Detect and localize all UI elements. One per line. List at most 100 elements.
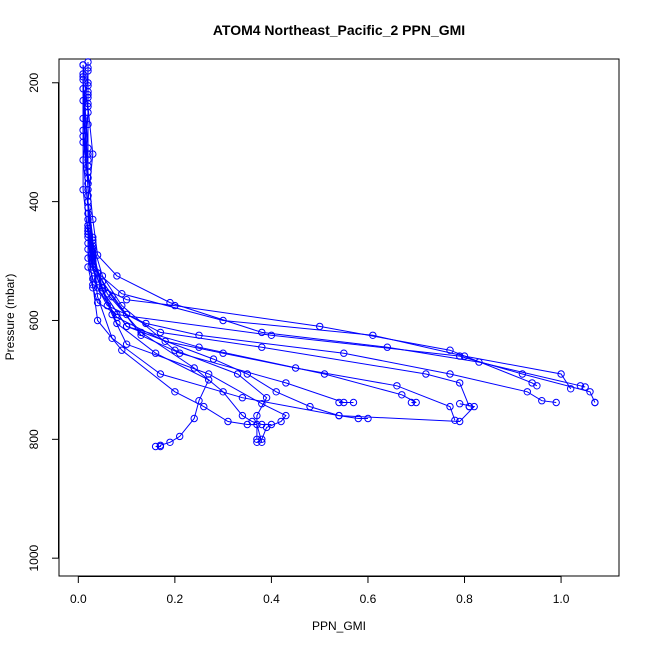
data-point <box>349 398 358 407</box>
chart-title: ATOM4 Northeast_Pacific_2 PPN_GMI <box>213 22 465 38</box>
data-point <box>277 417 285 426</box>
data-point <box>122 296 131 304</box>
profile-series <box>84 58 599 407</box>
data-point <box>282 411 290 420</box>
data-point <box>320 370 329 378</box>
data-point <box>456 417 464 426</box>
data-point <box>523 388 531 396</box>
data-point <box>470 402 478 411</box>
profile-series <box>79 61 575 393</box>
data-point <box>262 394 271 402</box>
series-line <box>82 73 470 407</box>
x-axis: 0.0 0.2 0.4 0.6 0.8 1.0 <box>70 576 570 606</box>
profile-series <box>84 82 271 443</box>
y-tick-label: 800 <box>27 429 41 449</box>
x-tick-label: 1.0 <box>553 592 570 606</box>
x-tick-label: 0.8 <box>456 592 473 606</box>
data-point <box>209 355 218 363</box>
data-point <box>113 272 121 280</box>
data-point <box>238 411 247 420</box>
data-point <box>552 398 560 407</box>
data-point <box>398 391 406 399</box>
data-point <box>451 416 459 424</box>
data-point <box>219 388 227 396</box>
data-point <box>156 370 165 378</box>
data-point <box>118 346 126 354</box>
data-point <box>538 397 546 405</box>
data-point <box>89 257 97 265</box>
data-point <box>248 417 256 426</box>
data-point <box>258 343 266 351</box>
data-point <box>93 298 102 307</box>
data-point <box>446 370 454 378</box>
data-point <box>412 398 420 407</box>
profile-series <box>79 70 473 411</box>
data-point <box>79 186 87 194</box>
profile-series <box>79 85 290 446</box>
data-point <box>195 397 203 405</box>
data-point <box>233 370 242 378</box>
data-point <box>253 438 261 446</box>
data-point <box>113 319 121 328</box>
data-point <box>205 376 213 384</box>
data-point <box>272 388 280 396</box>
data-point <box>258 420 266 429</box>
y-tick-label: 200 <box>27 72 41 92</box>
data-point <box>243 370 252 378</box>
data-point <box>446 402 454 411</box>
data-point <box>591 398 599 407</box>
profile-series <box>84 79 358 407</box>
data-point <box>84 192 92 200</box>
data-point <box>291 364 300 372</box>
data-point <box>122 310 131 319</box>
series-line <box>87 85 268 440</box>
data-point <box>253 411 261 420</box>
data-point <box>93 293 102 301</box>
data-point <box>122 340 131 348</box>
data-point <box>258 400 266 408</box>
data-point <box>567 385 575 393</box>
data-point <box>195 343 203 351</box>
profile-series <box>79 73 459 424</box>
data-point <box>176 432 184 441</box>
series-line <box>87 91 263 443</box>
x-tick-label: 0.4 <box>263 592 280 606</box>
data-point <box>407 398 416 407</box>
profile-series <box>79 67 560 407</box>
profile-series <box>84 91 213 451</box>
data-point <box>151 442 160 451</box>
data-point <box>369 331 377 339</box>
data-point <box>557 370 565 378</box>
data-point <box>533 382 541 390</box>
profile-series <box>84 93 372 423</box>
data-point <box>93 316 102 325</box>
profile-series <box>79 96 276 429</box>
data-point <box>224 417 232 426</box>
series-line <box>87 103 476 423</box>
data-point <box>340 349 348 357</box>
data-point <box>258 438 266 446</box>
x-tick-label: 0.2 <box>167 592 184 606</box>
data-point <box>171 388 179 396</box>
data-point <box>200 402 208 411</box>
data-point <box>475 358 483 366</box>
y-tick-label: 1000 <box>27 545 41 572</box>
data-point <box>393 382 401 390</box>
data-point <box>518 370 527 378</box>
data-point <box>335 411 343 420</box>
data-point <box>586 388 594 396</box>
data-point <box>354 414 362 423</box>
profile-series <box>79 76 420 407</box>
data-point <box>108 334 116 342</box>
data-point <box>84 99 92 108</box>
data-point <box>122 322 131 331</box>
data-point <box>156 442 165 451</box>
data-point <box>166 438 174 446</box>
data-point <box>190 364 198 372</box>
series-line <box>82 100 272 425</box>
data-point <box>267 420 276 429</box>
series-layer <box>79 58 599 451</box>
y-axis-label: Pressure (mbar) <box>3 274 17 361</box>
y-tick-label: 400 <box>27 191 41 211</box>
